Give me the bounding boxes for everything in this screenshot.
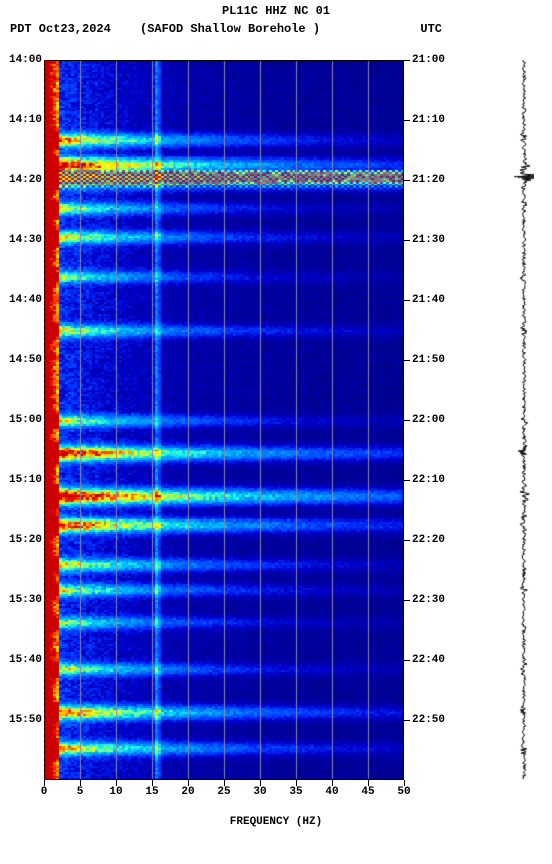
- ytick-right: 21:30: [412, 234, 462, 246]
- ytick-mark-right: [404, 720, 410, 721]
- ytick-mark-right: [404, 120, 410, 121]
- xtick-mark: [152, 780, 153, 786]
- waveform-strip: [514, 60, 534, 780]
- ytick-left: 14:00: [2, 54, 42, 66]
- xtick: 45: [356, 786, 380, 798]
- xtick-mark: [260, 780, 261, 786]
- ytick-left: 15:30: [2, 594, 42, 606]
- xtick: 0: [32, 786, 56, 798]
- xtick-mark: [368, 780, 369, 786]
- x-axis-label: FREQUENCY (HZ): [0, 816, 552, 828]
- ytick-left: 14:50: [2, 354, 42, 366]
- xtick-mark: [296, 780, 297, 786]
- ytick-right: 22:10: [412, 474, 462, 486]
- ytick-left: 15:00: [2, 414, 42, 426]
- ytick-right: 22:00: [412, 414, 462, 426]
- xtick: 30: [248, 786, 272, 798]
- ytick-left: 14:10: [2, 114, 42, 126]
- spectrogram-plot: [44, 60, 404, 780]
- ytick-left: 14:20: [2, 174, 42, 186]
- ytick-right: 21:00: [412, 54, 462, 66]
- ytick-mark-right: [404, 360, 410, 361]
- date-label: PDT Oct23,2024: [10, 22, 111, 36]
- xtick-mark: [44, 780, 45, 786]
- ytick-mark-right: [404, 60, 410, 61]
- xtick-mark: [404, 780, 405, 786]
- ytick-mark-right: [404, 240, 410, 241]
- ytick-mark-right: [404, 540, 410, 541]
- xtick: 25: [212, 786, 236, 798]
- station-label: (SAFOD Shallow Borehole ): [140, 22, 320, 36]
- xtick: 40: [320, 786, 344, 798]
- xtick: 35: [284, 786, 308, 798]
- xtick-mark: [224, 780, 225, 786]
- xtick: 50: [392, 786, 416, 798]
- xtick-mark: [188, 780, 189, 786]
- plot-title: PL11C HHZ NC 01: [0, 4, 552, 18]
- ytick-left: 15:50: [2, 714, 42, 726]
- ytick-right: 21:50: [412, 354, 462, 366]
- xtick: 20: [176, 786, 200, 798]
- xtick: 5: [68, 786, 92, 798]
- ytick-right: 21:20: [412, 174, 462, 186]
- xtick-mark: [332, 780, 333, 786]
- ytick-right: 22:40: [412, 654, 462, 666]
- ytick-left: 15:40: [2, 654, 42, 666]
- ytick-right: 22:30: [412, 594, 462, 606]
- ytick-right: 21:10: [412, 114, 462, 126]
- ytick-mark-right: [404, 660, 410, 661]
- ytick-mark-right: [404, 420, 410, 421]
- ytick-left: 14:40: [2, 294, 42, 306]
- ytick-right: 21:40: [412, 294, 462, 306]
- ytick-mark-right: [404, 480, 410, 481]
- xtick: 10: [104, 786, 128, 798]
- ytick-right: 22:50: [412, 714, 462, 726]
- xtick: 15: [140, 786, 164, 798]
- ytick-mark-right: [404, 300, 410, 301]
- ytick-left: 15:20: [2, 534, 42, 546]
- ytick-mark-right: [404, 600, 410, 601]
- ytick-left: 14:30: [2, 234, 42, 246]
- ytick-right: 22:20: [412, 534, 462, 546]
- utc-label: UTC: [420, 22, 442, 36]
- ytick-mark-right: [404, 180, 410, 181]
- xtick-mark: [116, 780, 117, 786]
- ytick-left: 15:10: [2, 474, 42, 486]
- xtick-mark: [80, 780, 81, 786]
